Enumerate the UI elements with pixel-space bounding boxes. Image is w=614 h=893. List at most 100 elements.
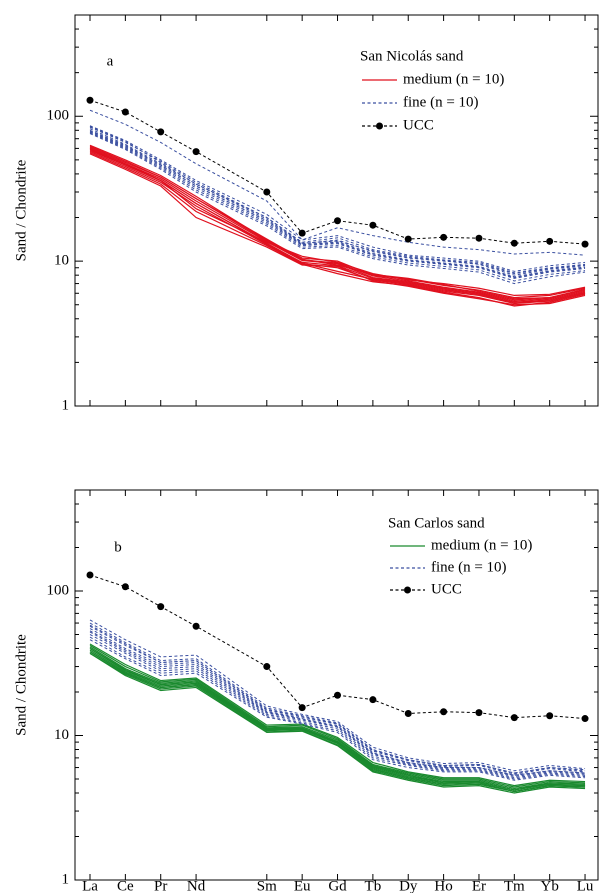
series-marker [298,229,306,237]
series-marker [121,108,129,116]
y-tick-label: 100 [47,108,70,124]
y-tick-label: 1 [62,397,70,413]
series-line [89,153,586,306]
series-line [89,128,586,276]
legend-marker [376,122,383,130]
panel-label: a [107,53,114,69]
y-tick-label: 10 [54,727,69,743]
series-marker [121,583,129,591]
series-marker [510,239,518,247]
series-line [89,151,586,305]
series-marker [546,712,554,720]
series-marker [263,188,271,196]
series-marker [369,221,377,229]
series-line [89,129,586,278]
series-line [89,126,586,275]
series-line [89,625,586,775]
series-marker [404,235,412,243]
series-line [89,647,586,791]
plot-frame [74,14,599,407]
series-marker [369,696,377,704]
x-tick-label: Yb [541,878,559,893]
series-marker [298,704,306,712]
series-line [89,634,586,779]
y-tick-label: 1 [62,871,70,887]
series-line [89,652,586,794]
x-tick-label: Eu [294,878,311,893]
series-marker [475,234,483,242]
series-line [89,644,586,788]
series-line [89,133,586,285]
panel-label: b [114,539,122,555]
series-line [89,130,586,279]
series-marker [157,128,165,136]
series-line [89,624,586,774]
legend-label: UCC [403,117,434,133]
series-line [89,152,586,307]
x-tick-label: Tb [365,878,382,893]
legend-title: San Carlos sand [388,515,485,531]
series-marker [510,714,518,722]
series-marker [334,691,342,699]
series-line [89,99,586,245]
x-tick-label: Sm [257,878,277,893]
series-marker [404,709,412,717]
legend-label: fine (n = 10) [403,94,479,110]
series-line [89,630,586,776]
series-line [89,147,586,297]
series-marker [440,233,448,241]
x-tick-label: La [82,878,98,893]
series-line [89,149,586,303]
series-marker [440,708,448,716]
series-line [89,147,586,302]
series-line [89,652,586,793]
series-line [89,131,586,279]
series-marker [475,709,483,717]
plot-frame [74,489,599,881]
legend-label: UCC [431,581,462,597]
legend-marker [404,586,411,594]
series-line [89,132,586,282]
x-tick-label: Ce [117,878,134,893]
series-marker [86,571,94,579]
series-marker [581,715,589,723]
x-tick-label: Gd [328,878,347,893]
x-tick-label: Er [472,878,486,893]
x-tick-label: Dy [399,878,418,893]
legend-label: medium (n = 10) [431,537,532,553]
series-marker [86,96,94,104]
x-tick-label: Nd [187,878,206,893]
y-axis-label: Sand / Chondrite [13,159,29,261]
series-marker [192,622,200,630]
series-marker [581,240,589,248]
series-marker [263,663,271,671]
legend-label: fine (n = 10) [431,559,507,575]
series-line [89,125,586,272]
series-line [89,109,586,256]
y-tick-label: 10 [54,253,69,269]
series-line [89,636,586,780]
series-line [89,639,586,781]
series-line [89,145,586,300]
series-marker [546,237,554,245]
y-tick-label: 100 [47,582,70,598]
series-line [89,126,586,274]
series-line [89,148,586,303]
series-marker [157,603,165,611]
series-line [89,647,586,791]
series-line [89,643,586,787]
x-tick-label: Ho [434,878,452,893]
legend-label: medium (n = 10) [403,71,504,87]
series-marker [334,217,342,225]
legend-title: San Nicolás sand [360,48,464,64]
series-line [89,631,586,778]
x-tick-label: Lu [577,878,594,893]
x-tick-label: Tm [504,878,525,893]
series-marker [192,148,200,156]
series-line [89,619,586,772]
series-line [89,646,586,790]
series-line [89,628,586,776]
x-tick-label: Pr [154,878,167,893]
y-axis-label: Sand / Chondrite [13,634,29,736]
